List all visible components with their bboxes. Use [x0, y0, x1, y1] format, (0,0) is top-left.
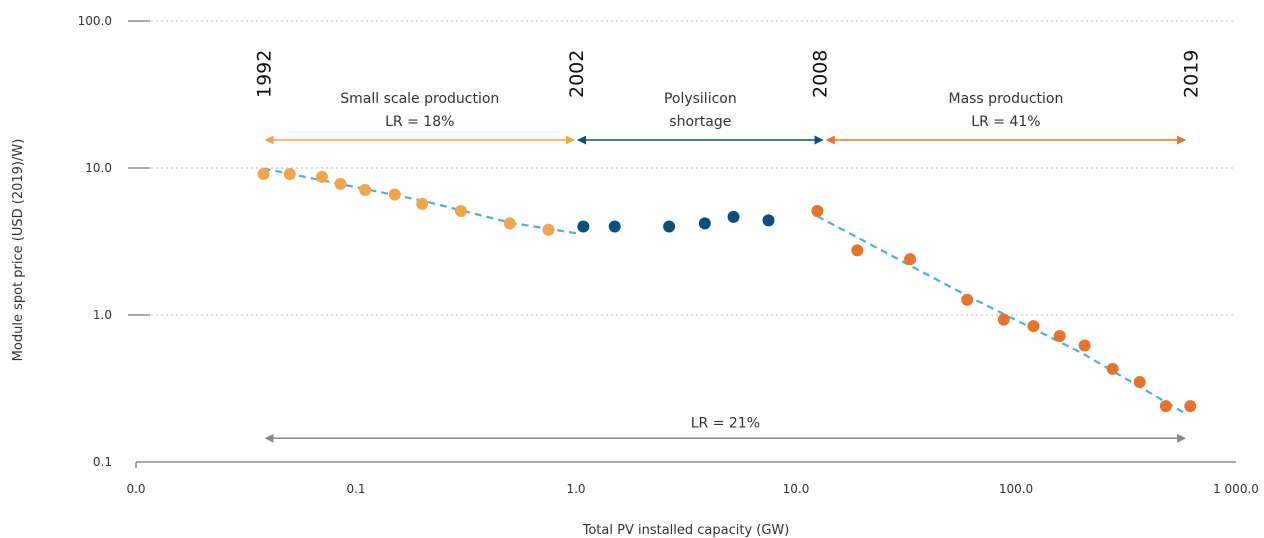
x-tick-label: 100.0: [999, 482, 1033, 496]
x-tick-label: 10.0: [783, 482, 810, 496]
y-tick-label: 0.1: [93, 455, 112, 469]
year-marker-label: 2002: [566, 50, 588, 98]
x-tick-label: 1.0: [566, 482, 585, 496]
phase-label: Polysilicon: [664, 91, 737, 107]
x-tick-labels: 0.0 0.1 1.0 10.0 100.0 1 000.0: [126, 482, 1258, 496]
data-point: [334, 177, 347, 190]
data-point: [416, 197, 429, 210]
year-marker-label: 1992: [254, 50, 276, 98]
data-point: [1184, 400, 1197, 413]
data-point: [542, 223, 555, 236]
data-point: [257, 168, 270, 181]
trendline: [816, 215, 1188, 416]
data-point: [663, 220, 676, 233]
data-points: [257, 168, 1197, 413]
data-point: [359, 183, 372, 196]
y-tick-label: 100.0: [78, 14, 112, 28]
data-point: [698, 217, 711, 230]
data-point: [811, 204, 824, 217]
data-point: [1133, 376, 1146, 389]
phase-label: Mass production: [948, 91, 1063, 107]
x-tick-label: 1 000.0: [1213, 482, 1259, 496]
data-point: [997, 313, 1010, 326]
data-point: [727, 210, 740, 223]
y-tick-label: 10.0: [85, 161, 112, 175]
phase-sublabel: LR = 41%: [971, 114, 1040, 130]
data-point: [1106, 362, 1119, 375]
axes: [135, 461, 1236, 468]
x-tick-label: 0.1: [346, 482, 365, 496]
year-marker-label: 2008: [810, 50, 832, 98]
y-axis-title: Module spot price (USD (2019)/W): [11, 139, 26, 362]
year-marker-label: 2019: [1180, 50, 1202, 98]
overall-arrow: LR = 21%: [264, 415, 1187, 443]
x-axis-title: Total PV installed capacity (GW): [582, 523, 790, 538]
data-point: [388, 188, 401, 201]
data-point: [283, 168, 296, 181]
trendlines: [263, 167, 1188, 416]
phase-sublabel: LR = 18%: [385, 114, 454, 130]
data-point: [1027, 320, 1040, 333]
data-point: [961, 293, 974, 306]
data-point: [577, 220, 590, 233]
phase-arrows: Small scale production LR = 18% Polysilico…: [264, 91, 1187, 145]
data-point: [1078, 339, 1091, 352]
data-point: [762, 214, 775, 227]
data-point: [315, 170, 328, 183]
data-point: [851, 244, 864, 257]
data-point: [608, 220, 621, 233]
overall-label: LR = 21%: [691, 415, 760, 431]
phase-sublabel: shortage: [669, 114, 731, 130]
data-point: [1159, 400, 1172, 413]
data-point: [503, 217, 516, 230]
phase-label: Small scale production: [340, 91, 499, 107]
gridlines: [128, 20, 1236, 316]
year-markers: 1992 2002 2008 2019: [254, 50, 1203, 98]
data-point: [1053, 329, 1066, 342]
x-tick-label: 0.0: [126, 482, 145, 496]
data-point: [904, 253, 917, 266]
y-tick-label: 1.0: [93, 308, 112, 322]
y-tick-labels: 0.1 1.0 10.0 100.0: [78, 14, 112, 469]
data-point: [454, 204, 467, 217]
